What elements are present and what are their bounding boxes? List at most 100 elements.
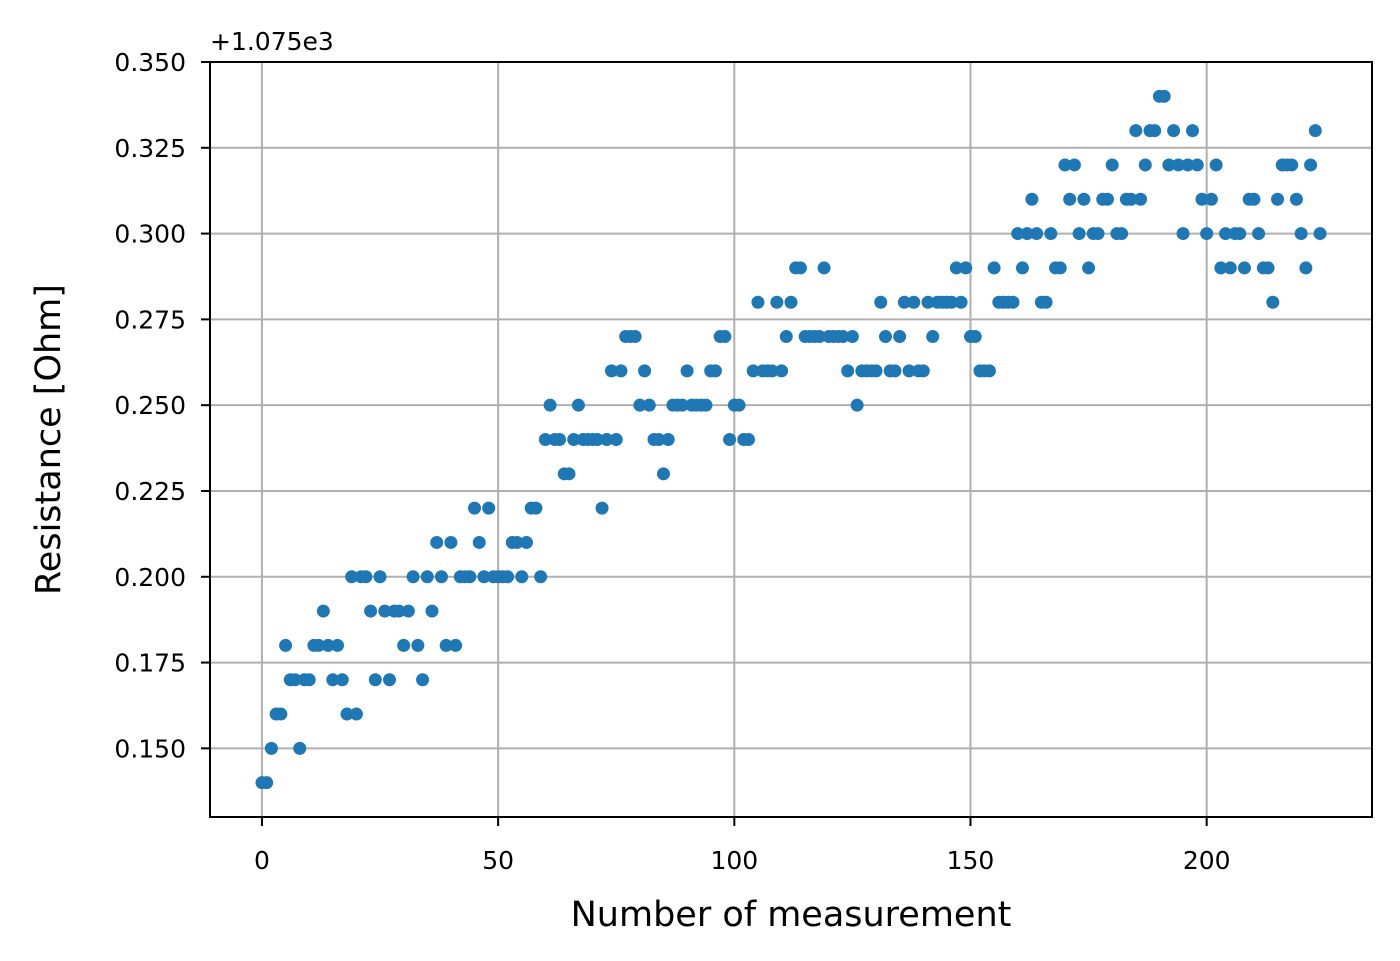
data-point xyxy=(1171,158,1185,172)
data-point xyxy=(543,398,557,412)
data-point xyxy=(878,330,892,344)
data-point xyxy=(425,604,439,618)
y-tick-label: 0.250 xyxy=(114,391,186,420)
data-point xyxy=(675,398,689,412)
data-points xyxy=(255,89,1327,790)
data-point xyxy=(534,570,548,584)
data-point xyxy=(605,364,619,378)
data-point xyxy=(416,673,430,687)
data-point xyxy=(411,638,425,652)
data-point xyxy=(382,673,396,687)
data-point xyxy=(538,433,552,446)
data-point xyxy=(775,364,789,378)
data-point xyxy=(893,330,907,344)
data-point xyxy=(1115,227,1129,241)
data-point xyxy=(1148,124,1162,138)
data-point xyxy=(850,398,864,412)
data-point xyxy=(954,295,968,309)
data-point xyxy=(302,673,316,687)
data-point xyxy=(260,776,274,790)
data-point xyxy=(444,535,458,549)
data-point xyxy=(373,570,387,584)
data-point xyxy=(987,261,1001,275)
axes-frame xyxy=(209,61,1373,818)
data-point xyxy=(1261,261,1275,275)
data-point xyxy=(793,261,807,275)
data-point xyxy=(897,295,911,309)
data-point xyxy=(1082,261,1096,275)
data-point xyxy=(1058,158,1072,172)
data-point xyxy=(845,330,859,344)
data-point xyxy=(784,295,798,309)
data-point xyxy=(812,330,826,344)
data-point xyxy=(477,570,491,584)
data-point xyxy=(902,364,916,378)
data-point xyxy=(439,638,453,652)
data-point xyxy=(1299,261,1313,275)
data-point xyxy=(1039,295,1053,309)
axis-ticks: 0 50 100 150 200 0.150 0.175 0.200 0.225 0.250 0.2… xyxy=(114,48,1230,875)
data-point xyxy=(1266,295,1280,309)
data-point xyxy=(274,707,288,721)
data-point xyxy=(1134,192,1148,206)
data-point xyxy=(293,741,307,755)
data-point xyxy=(472,535,486,549)
data-point xyxy=(741,433,755,446)
data-point xyxy=(397,638,411,652)
data-point xyxy=(1237,261,1251,275)
data-point xyxy=(765,364,779,378)
data-point xyxy=(279,638,293,652)
y-axis-title: Resistance [Ohm] xyxy=(29,284,69,595)
x-tick-label: 150 xyxy=(947,846,995,875)
y-tick-label: 0.175 xyxy=(114,649,186,678)
data-point xyxy=(888,364,902,378)
data-point xyxy=(718,330,732,344)
data-point xyxy=(1308,124,1322,138)
data-point xyxy=(600,433,614,446)
data-point xyxy=(1252,227,1266,241)
data-point xyxy=(345,570,359,584)
data-point xyxy=(1195,192,1209,206)
data-point xyxy=(770,295,784,309)
data-point xyxy=(1006,295,1020,309)
data-point xyxy=(401,604,415,618)
y-tick-label: 0.150 xyxy=(114,734,186,763)
data-point xyxy=(652,433,666,446)
data-point xyxy=(746,364,760,378)
data-point xyxy=(982,364,996,378)
data-point xyxy=(642,398,656,412)
y-tick-label: 0.225 xyxy=(114,477,186,506)
data-point xyxy=(699,398,713,412)
data-point xyxy=(836,330,850,344)
data-point xyxy=(1067,158,1081,172)
data-point xyxy=(959,261,973,275)
data-point xyxy=(708,364,722,378)
data-point xyxy=(1100,192,1114,206)
data-point xyxy=(779,330,793,344)
data-point xyxy=(874,295,888,309)
data-point xyxy=(1313,227,1327,241)
x-tick-label: 100 xyxy=(710,846,758,875)
data-point xyxy=(633,398,647,412)
data-point xyxy=(1209,158,1223,172)
data-point xyxy=(1063,192,1077,206)
data-point xyxy=(264,741,278,755)
data-point xyxy=(926,330,940,344)
data-point xyxy=(434,570,448,584)
data-point xyxy=(1157,89,1171,103)
data-point xyxy=(515,570,529,584)
data-point xyxy=(1304,158,1318,172)
data-point xyxy=(590,433,604,446)
y-tick-label: 0.200 xyxy=(114,563,186,592)
data-point xyxy=(968,330,982,344)
data-point xyxy=(614,364,628,378)
data-point xyxy=(553,433,567,446)
data-point xyxy=(1219,227,1233,241)
data-point xyxy=(1011,227,1025,241)
data-point xyxy=(288,673,302,687)
data-point xyxy=(1138,158,1152,172)
data-point xyxy=(1223,261,1237,275)
data-point xyxy=(331,638,345,652)
data-point xyxy=(529,501,543,515)
y-offset-label: +1.075e3 xyxy=(210,27,334,56)
